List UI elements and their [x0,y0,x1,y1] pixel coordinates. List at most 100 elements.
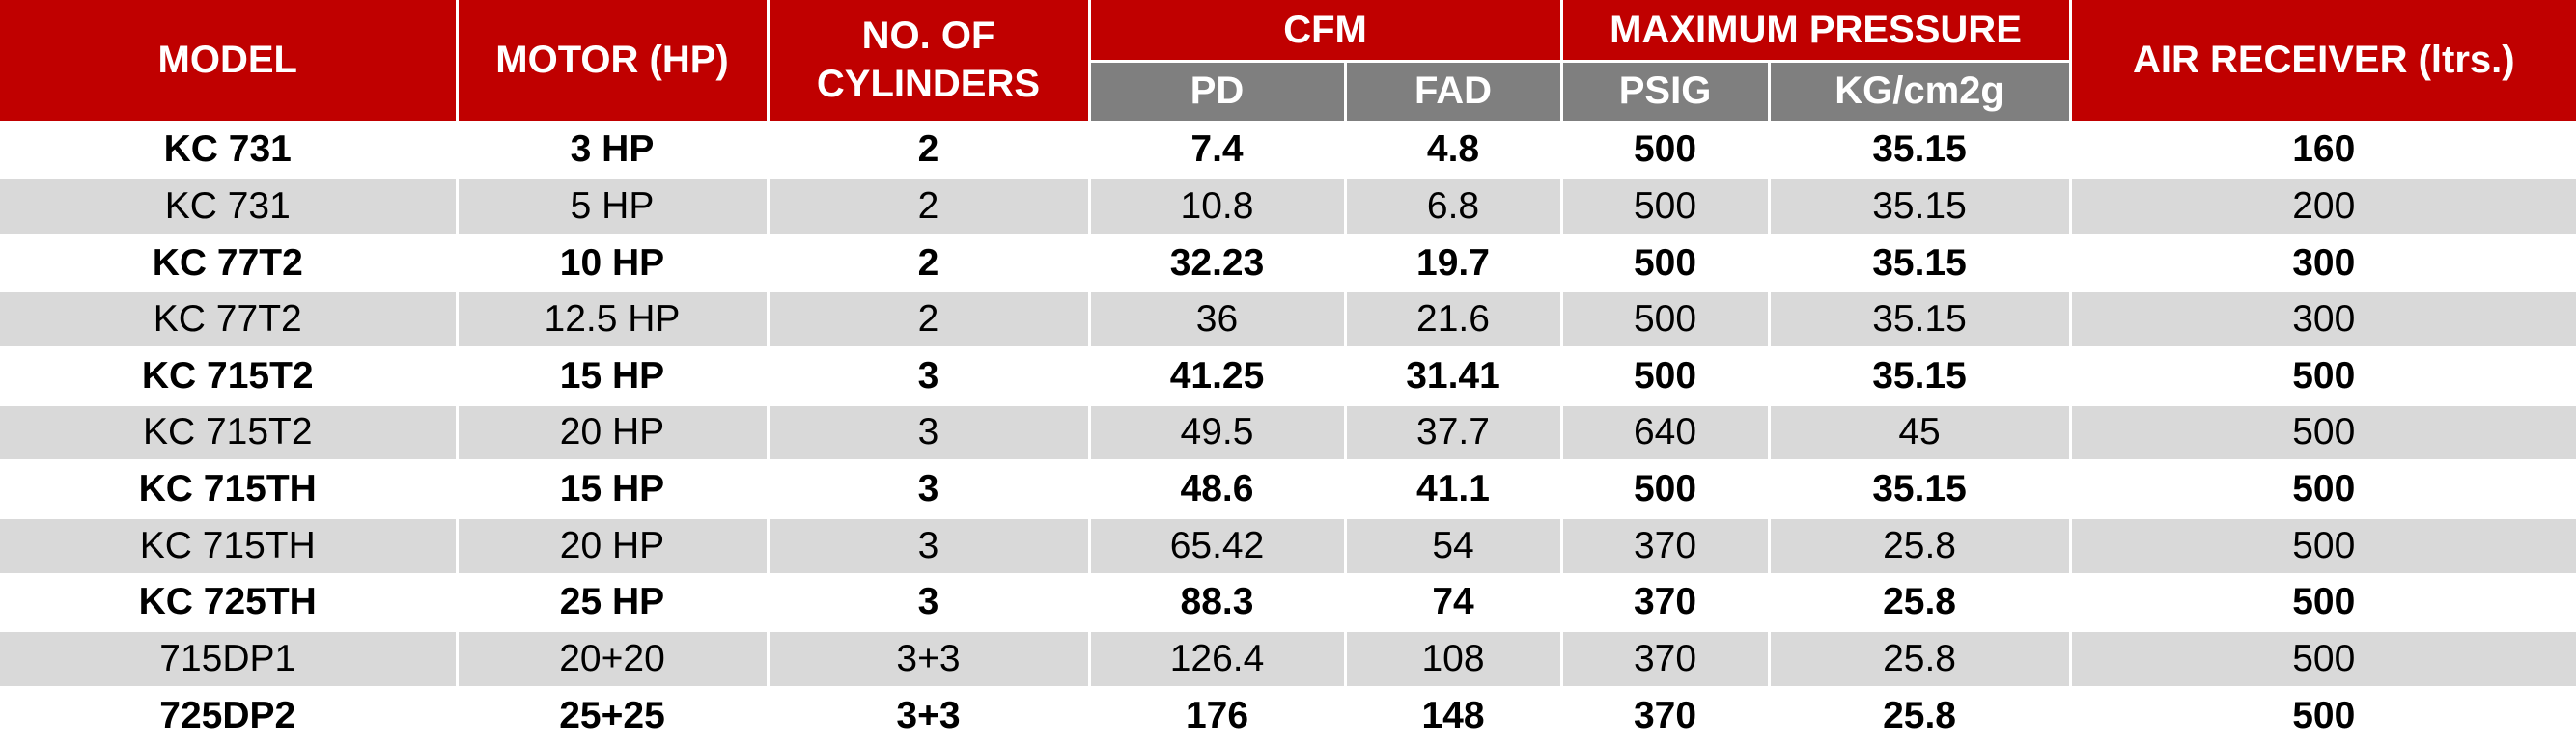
cell-fad: 19.7 [1343,233,1563,293]
header-max-pressure: MAXIMUM PRESSURE [1559,0,2072,63]
cell-fad: 6.8 [1343,177,1563,236]
cell-receiver: 500 [2068,685,2576,744]
table-row: KC 731 3 HP 2 7.4 4.8 500 35.15 160 [0,120,2576,180]
cell-receiver: 500 [2068,515,2576,576]
cell-motor: 20+20 [455,629,770,689]
cell-fad: 4.8 [1343,120,1563,180]
cell-model: KC 715TH [0,515,459,576]
cell-fad: 21.6 [1343,289,1563,349]
cell-psig: 500 [1559,289,1771,349]
cell-model: KC 731 [0,120,459,180]
header-cylinders: NO. OF CYLINDERS [766,0,1091,124]
cell-model: KC 731 [0,177,459,236]
cell-cylinders: 3+3 [766,629,1091,689]
header-motor: MOTOR (HP) [455,0,770,124]
header-fad: FAD [1343,59,1563,124]
cell-psig: 370 [1559,515,1771,576]
cell-cylinders: 2 [766,120,1091,180]
cell-kg: 35.15 [1767,459,2072,519]
cell-pd: 48.6 [1087,459,1347,519]
cell-psig: 370 [1559,572,1771,633]
cell-kg: 35.15 [1767,120,2072,180]
cell-psig: 370 [1559,629,1771,689]
header-cylinders-line2: CYLINDERS [816,63,1041,106]
cell-psig: 500 [1559,233,1771,293]
cell-pd: 49.5 [1087,402,1347,463]
cell-kg: 35.15 [1767,177,2072,236]
cell-cylinders: 2 [766,233,1091,293]
cell-model: 725DP2 [0,685,459,744]
table-row: KC 77T2 10 HP 2 32.23 19.7 500 35.15 300 [0,233,2576,293]
table-row: KC 715TH 15 HP 3 48.6 41.1 500 35.15 500 [0,459,2576,519]
cell-fad: 31.41 [1343,346,1563,406]
cell-motor: 5 HP [455,177,770,236]
cell-receiver: 500 [2068,572,2576,633]
cell-fad: 148 [1343,685,1563,744]
header-kg: KG/cm2g [1767,59,2071,124]
cell-receiver: 300 [2068,289,2576,349]
cell-model: KC 77T2 [0,233,459,293]
cell-motor: 25 HP [455,572,770,633]
cell-pd: 10.8 [1087,177,1347,236]
cell-cylinders: 3 [766,402,1091,463]
cell-receiver: 500 [2068,402,2576,463]
cell-cylinders: 3 [766,346,1091,406]
header-row-sub: PD FAD PSIG KG/cm2g [0,59,2576,124]
cell-motor: 10 HP [455,233,770,293]
cell-cylinders: 3 [766,572,1091,633]
cell-motor: 12.5 HP [455,289,770,349]
cell-kg: 25.8 [1767,515,2072,576]
cell-psig: 500 [1559,346,1771,406]
table-row: KC 715TH 20 HP 3 65.42 54 370 25.8 500 [0,515,2576,576]
cell-motor: 20 HP [455,515,770,576]
table-header: MODEL MOTOR (HP) NO. OF CYLINDERS CFM MA… [0,0,2576,124]
cell-receiver: 500 [2068,629,2576,689]
cell-motor: 25+25 [455,685,770,744]
header-air-receiver: AIR RECEIVER (ltrs.) [2068,0,2576,124]
cell-fad: 108 [1343,629,1563,689]
cell-fad: 37.7 [1343,402,1563,463]
cell-psig: 640 [1559,402,1771,463]
table-row: KC 715T2 15 HP 3 41.25 31.41 500 35.15 5… [0,346,2576,406]
cell-receiver: 500 [2068,346,2576,406]
cell-kg: 35.15 [1767,346,2072,406]
cell-kg: 35.15 [1767,233,2072,293]
header-cfm: CFM [1087,0,1563,63]
cell-receiver: 300 [2068,233,2576,293]
cell-model: KC 715T2 [0,346,459,406]
cell-fad: 54 [1343,515,1563,576]
cell-pd: 88.3 [1087,572,1347,633]
cell-model: KC 715T2 [0,402,459,463]
header-cylinders-line1: NO. OF [861,14,995,58]
cell-psig: 500 [1559,459,1771,519]
cell-kg: 25.8 [1767,572,2072,633]
cell-motor: 20 HP [455,402,770,463]
cell-motor: 15 HP [455,459,770,519]
cell-cylinders: 3+3 [766,685,1091,744]
cell-kg: 35.15 [1767,289,2072,349]
cell-fad: 74 [1343,572,1563,633]
cell-pd: 32.23 [1087,233,1347,293]
cell-pd: 36 [1087,289,1347,349]
cell-model: KC 77T2 [0,289,459,349]
cell-receiver: 160 [2068,120,2576,180]
table-row: KC 715T2 20 HP 3 49.5 37.7 640 45 500 [0,402,2576,463]
header-psig: PSIG [1559,59,1771,124]
cell-receiver: 500 [2068,459,2576,519]
header-row-top: MODEL MOTOR (HP) NO. OF CYLINDERS CFM MA… [0,0,2576,124]
cell-receiver: 200 [2068,177,2576,236]
cell-kg: 45 [1767,402,2072,463]
cell-model: 715DP1 [0,629,459,689]
cell-motor: 15 HP [455,346,770,406]
cell-cylinders: 3 [766,515,1091,576]
cell-cylinders: 2 [766,289,1091,349]
cell-psig: 500 [1559,177,1771,236]
cell-psig: 500 [1559,120,1771,180]
cell-pd: 65.42 [1087,515,1347,576]
cell-pd: 176 [1087,685,1347,744]
table-row: KC 731 5 HP 2 10.8 6.8 500 35.15 200 [0,177,2576,236]
cell-kg: 25.8 [1767,629,2072,689]
table-row: KC 725TH 25 HP 3 88.3 74 370 25.8 500 [0,572,2576,633]
cell-pd: 7.4 [1087,120,1347,180]
